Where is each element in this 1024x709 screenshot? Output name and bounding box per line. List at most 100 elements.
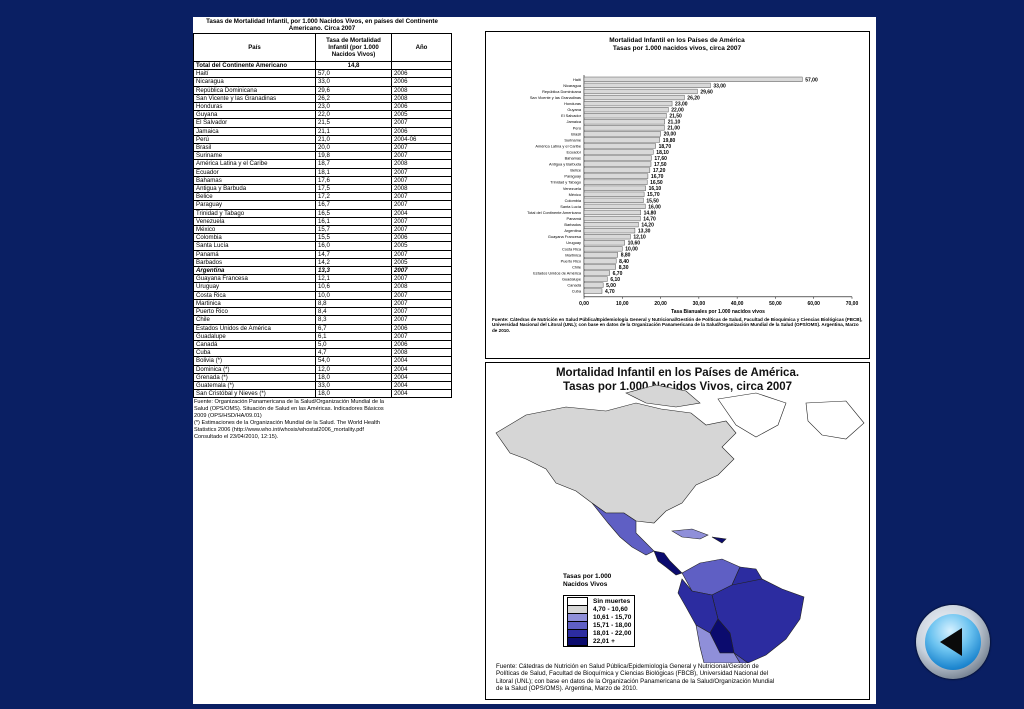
value-label: 22,00 <box>671 108 684 114</box>
table-row: Barbados 14,2 2005 <box>193 257 452 268</box>
x-axis-label: Tasa Bianuales por 1.000 nacidos vivos <box>671 309 765 315</box>
bar <box>583 143 656 149</box>
value-label: 16,50 <box>650 180 663 186</box>
cell-year: 2007 <box>391 274 452 284</box>
cell-rate: 26,2 <box>315 93 392 104</box>
bar <box>583 137 661 143</box>
cell-year: 2007 <box>391 266 452 276</box>
table-row: Guayana Francesa 12,1 2007 <box>193 274 452 284</box>
bar <box>583 288 603 294</box>
bar <box>583 270 610 276</box>
cell-year: 2005 <box>391 257 452 268</box>
map-title-line1: Mortalidad Infantil en los Países de Amé… <box>555 367 800 379</box>
category-label: Total del Continente Americano <box>527 210 581 215</box>
cell-year: 2004 <box>391 208 452 218</box>
cell-rate: 14,8 <box>315 60 392 71</box>
value-label: 10,60 <box>628 241 641 247</box>
map-footnote-line: Políticas de Salud, Facultad de Bioquími… <box>496 670 769 678</box>
value-label: 10,00 <box>625 247 638 253</box>
back-button[interactable] <box>916 605 990 679</box>
category-label: Canadá <box>567 283 581 288</box>
table-row: Jamaica 21,1 2006 <box>193 126 452 136</box>
region-chile-argentina <box>695 624 741 663</box>
mortality-table: País Tasa de Mortalidad Infantil (por 1.… <box>193 33 452 399</box>
table-row: Bolivia (*) 54,0 2004 <box>193 356 452 366</box>
cell-country: Venezuela <box>193 216 316 227</box>
category-label: Martinica <box>565 252 582 257</box>
map-footnote-line: de la Salud (OPS/OMS). Argentina, Marzo … <box>496 684 638 692</box>
bar <box>583 179 648 185</box>
cell-year: 2007 <box>391 118 452 128</box>
cell-country: Chile <box>193 315 316 325</box>
cell-rate: 8,3 <box>315 315 392 325</box>
cell-country: El Salvador <box>193 118 316 128</box>
value-label: 8,30 <box>619 265 629 271</box>
cell-country: Bolivia (*) <box>193 356 316 366</box>
bar <box>583 203 646 210</box>
x-tick-label: 0,00 <box>579 301 589 307</box>
legend-label: Sin muertes <box>593 597 631 605</box>
cell-rate: 18,7 <box>315 159 392 169</box>
cell-rate: 16,1 <box>315 216 392 227</box>
value-label: 16,10 <box>649 186 662 192</box>
category-label: Haití <box>573 77 582 82</box>
value-label: 14,20 <box>641 222 654 228</box>
bar <box>583 131 661 137</box>
cell-country: Costa Rica <box>193 290 316 300</box>
category-label: El Salvador <box>561 113 582 118</box>
cell-rate: 15,5 <box>315 233 392 243</box>
cell-rate: 17,6 <box>315 175 392 186</box>
table-body: Total del Continente Americano 14,8 Hait… <box>193 60 452 399</box>
table-row: Guadalupe 6,1 2007 <box>193 331 452 341</box>
cell-rate: 8,4 <box>315 307 392 317</box>
table-title: Tasas de Mortalidad Infantil, por 1.000 … <box>206 18 438 32</box>
chart-source-note: Fuente: Cátedras de Nutrición en Salud P… <box>492 317 862 333</box>
cell-country: Guayana Francesa <box>193 274 316 284</box>
table-header-row: País Tasa de Mortalidad Infantil (por 1.… <box>193 33 452 62</box>
table-row: Grenada (*) 18,0 2004 <box>193 372 452 382</box>
cell-year: 2005 <box>391 241 452 251</box>
table-row: Puerto Rico 8,4 2007 <box>193 307 452 317</box>
slide-sheet: Tasas de Mortalidad Infantil, por 1.000 … <box>193 17 876 704</box>
cell-country: Perú <box>193 134 316 145</box>
legend-title-line1: Tasas por 1.000 <box>563 573 612 580</box>
category-label: Guyana <box>567 107 581 112</box>
category-label: Bahamas <box>565 156 581 161</box>
bar <box>583 185 646 191</box>
cell-rate: 18,1 <box>315 167 392 177</box>
cell-rate: 12,1 <box>315 274 392 284</box>
category-label: San Vicente y las Granadinas <box>530 95 581 100</box>
chart-subtitle: Tasas por 1.000 nacidos vivos, circa 200… <box>613 45 742 52</box>
cell-rate: 8,8 <box>315 298 392 309</box>
region-caribbean-east <box>711 536 727 544</box>
value-label: 8,40 <box>619 259 629 265</box>
table-row: Honduras 23,0 2006 <box>193 102 452 112</box>
bar <box>583 276 608 282</box>
table-row: Paraguay 16,7 2007 <box>193 200 452 210</box>
legend-swatch <box>567 636 588 646</box>
value-label: 6,70 <box>613 271 623 277</box>
value-label: 33,00 <box>713 83 726 89</box>
category-label: Chile <box>572 264 581 269</box>
cell-year: 2004 <box>391 380 452 391</box>
legend-label: 18,01 - 22,00 <box>593 629 632 637</box>
table-row: América Latina y el Caribe 18,7 2008 <box>193 159 452 169</box>
cell-rate: 15,7 <box>315 225 392 235</box>
cell-country: Argentina <box>193 266 316 276</box>
table-row: Antigua y Barbuda 17,5 2008 <box>193 184 452 194</box>
cell-country: Bahamas <box>193 175 316 186</box>
bar <box>583 155 652 161</box>
table-footnote-line: Statistics 2006 (http://www.who.int/whos… <box>194 427 364 434</box>
cell-country: México <box>193 225 316 235</box>
header-country: País <box>193 33 316 62</box>
cell-year: 2007 <box>391 175 452 186</box>
cell-rate: 20,0 <box>315 143 392 153</box>
value-label: 12,10 <box>633 235 646 241</box>
value-label: 4,70 <box>605 289 615 295</box>
cell-country: Uruguay <box>193 282 316 292</box>
bar <box>583 246 623 252</box>
table-row: Ecuador 18,1 2007 <box>193 167 452 177</box>
table-row: Trinidad y Tabago 16,5 2004 <box>193 208 452 218</box>
category-label: México <box>569 192 581 197</box>
table-footnote-line: 2009 (OPS/HSD/HA/09.01) <box>194 413 262 420</box>
